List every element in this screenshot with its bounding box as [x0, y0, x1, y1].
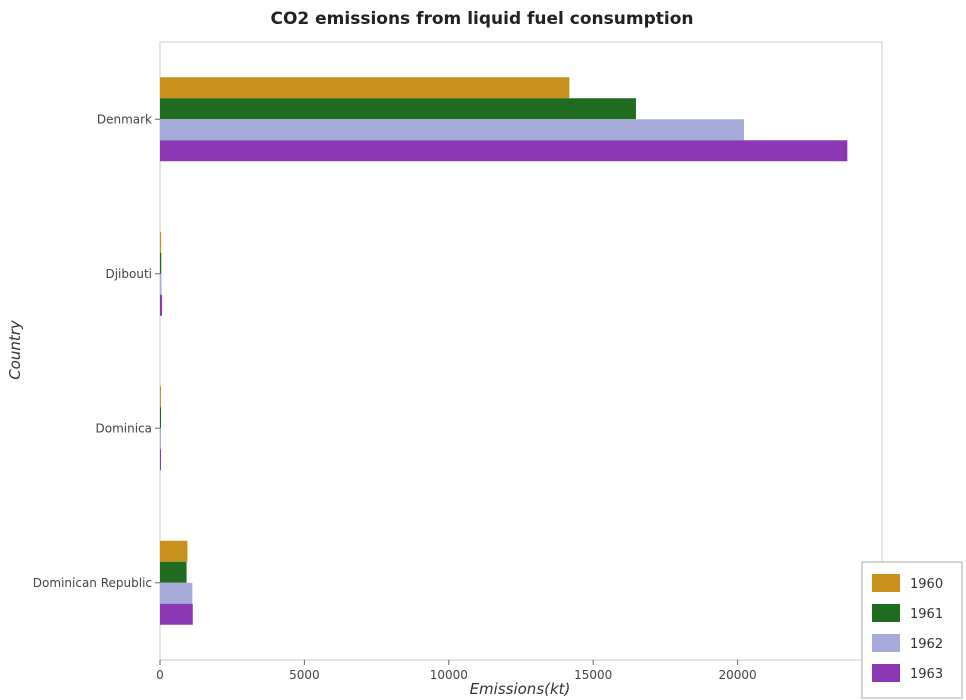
x-tick-label: 20000 — [719, 668, 757, 682]
y-axis-ticks: Denmark Djibouti Dominica Dominican Republi… — [33, 112, 160, 590]
legend-label-1961: 1961 — [910, 607, 943, 622]
bar-dominica-1963 — [160, 449, 161, 471]
legend: 1960 1961 1962 1963 — [861, 561, 963, 699]
legend-swatch-1960 — [872, 574, 900, 592]
y-tick-label: Dominican Republic — [33, 576, 152, 590]
bar-dominican-republic-1963 — [160, 603, 193, 625]
x-axis-label: Emissions(kt) — [470, 680, 571, 698]
bar-djibouti-1960 — [160, 231, 162, 253]
legend-label-1962: 1962 — [910, 637, 943, 652]
bar-denmark-1963 — [160, 140, 848, 162]
bar-djibouti-1962 — [160, 273, 162, 295]
y-tick-label: Dominica — [96, 421, 153, 435]
bar-dominica-1961 — [160, 407, 161, 429]
legend-swatch-1963 — [872, 664, 900, 682]
bar-djibouti-1963 — [160, 294, 163, 316]
x-tick-label: 0 — [156, 668, 164, 682]
bar-djibouti-1961 — [160, 252, 162, 274]
bar-dominica-1960 — [160, 386, 161, 408]
x-axis-ticks: 0500010000150002000025000 — [156, 660, 901, 682]
x-tick-label: 15000 — [574, 668, 612, 682]
bars-layer — [160, 77, 848, 625]
bar-denmark-1960 — [160, 77, 570, 99]
bar-denmark-1961 — [160, 98, 636, 120]
y-axis-label: Country — [6, 319, 24, 380]
legend-swatch-1962 — [872, 634, 900, 652]
bar-denmark-1962 — [160, 119, 744, 141]
bar-dominican-republic-1960 — [160, 540, 188, 562]
legend-swatch-1961 — [872, 604, 900, 622]
bar-dominican-republic-1962 — [160, 582, 193, 604]
legend-label-1963: 1963 — [910, 667, 943, 682]
x-tick-label: 10000 — [430, 668, 468, 682]
x-tick-label: 5000 — [289, 668, 320, 682]
y-tick-label: Denmark — [97, 112, 152, 126]
bar-dominica-1962 — [160, 428, 161, 450]
legend-label-1960: 1960 — [910, 577, 943, 592]
chart-title: CO2 emissions from liquid fuel consumpti… — [270, 9, 693, 29]
y-tick-label: Djibouti — [105, 267, 152, 281]
bar-dominican-republic-1961 — [160, 561, 187, 583]
